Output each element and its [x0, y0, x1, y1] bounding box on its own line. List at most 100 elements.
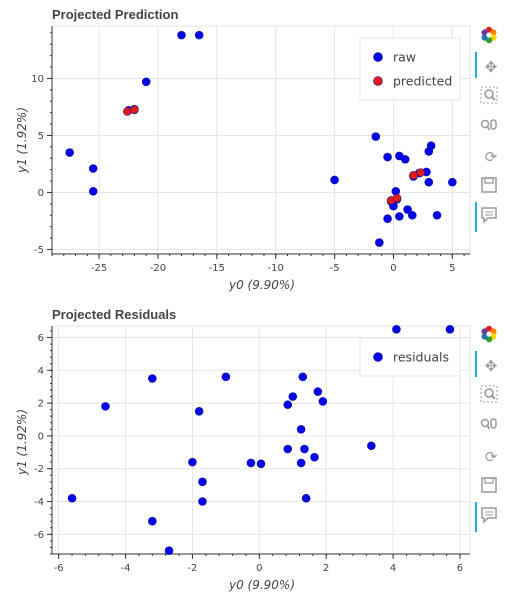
y-tick-label: -2: [34, 464, 44, 475]
residuals-point: [283, 444, 293, 454]
legend-label: raw: [393, 50, 416, 65]
raw-point: [375, 238, 384, 247]
prediction-axes: -25 -20 -15 -10 -5 0 5 -5 0 5 10: [31, 26, 470, 274]
raw-point: [424, 147, 434, 156]
y-tick-label: 2: [38, 399, 44, 410]
x-tick-label: 2: [323, 563, 329, 574]
raw-point: [177, 30, 186, 40]
residuals-point: [67, 493, 77, 503]
residuals-point: [445, 324, 455, 334]
x-tick-label: -5: [330, 263, 340, 274]
y-tick-label: -5: [34, 245, 44, 256]
prediction-plot-title: Projected Prediction: [52, 7, 178, 22]
residuals-plot-title: Projected Residuals: [52, 307, 176, 322]
residuals-axes: -6 -4 -2 0 2 4 6 -6 -4 -2 0 2 4 6: [34, 326, 470, 574]
y-tick-label: -6: [34, 530, 44, 541]
residuals-point: [296, 425, 306, 434]
raw-point: [403, 205, 412, 214]
raw-point: [432, 210, 442, 220]
x-tick-label: 4: [390, 563, 396, 574]
x-tick-label: 5: [449, 263, 455, 274]
pan-active-indicator: [475, 351, 477, 377]
save-icon[interactable]: [480, 476, 502, 498]
residuals-point: [246, 458, 256, 468]
residuals-point: [164, 546, 174, 556]
residuals-plot[interactable]: Projected Residuals -6 -4 -2 0 2 4 6 -6 -4 -2 0 2 4 6…: [15, 307, 471, 592]
y-tick-label: 10: [31, 74, 44, 85]
prediction-x-axis-label: y0 (9.90%): [228, 278, 295, 292]
residuals-point: [313, 387, 323, 396]
hover-active-indicator: [475, 202, 477, 232]
prediction-points: [65, 30, 457, 247]
wheel-zoom-icon[interactable]: [480, 415, 502, 437]
residuals-point: [148, 516, 157, 526]
residuals-point: [318, 397, 328, 406]
residuals-y-axis-label: y1 (1.92%): [15, 409, 29, 476]
prediction-y-axis-label: y1 (1.92%): [15, 107, 29, 174]
logo-icon[interactable]: [480, 26, 502, 48]
raw-point: [330, 175, 339, 185]
residuals-point: [221, 372, 231, 382]
legend-swatch: [373, 76, 383, 86]
y-tick-label: 4: [38, 366, 44, 377]
legend-label: residuals: [393, 350, 449, 365]
x-tick-label: -20: [150, 263, 166, 274]
x-tick-label: 0: [256, 563, 262, 574]
residuals-points: [67, 324, 455, 556]
residuals-point: [198, 477, 207, 487]
residuals-point: [188, 457, 197, 467]
raw-point: [395, 212, 404, 221]
predicted-point: [392, 193, 402, 203]
residuals-point: [300, 444, 309, 454]
raw-point: [194, 30, 204, 40]
raw-point: [371, 132, 381, 141]
residuals-point: [148, 374, 157, 383]
raw-point: [383, 214, 392, 223]
predicted-point: [130, 105, 139, 115]
wheel-zoom-icon[interactable]: [480, 116, 502, 138]
x-tick-label: -6: [54, 563, 64, 574]
x-tick-label: -25: [91, 263, 107, 274]
residuals-point: [194, 406, 204, 416]
pan-icon[interactable]: ✥: [484, 357, 498, 375]
predicted-point: [416, 168, 425, 177]
raw-point: [88, 164, 98, 173]
hover-icon[interactable]: [480, 206, 502, 228]
legend-swatch: [373, 352, 383, 362]
predicted-point: [123, 107, 132, 116]
box-zoom-icon[interactable]: [480, 86, 502, 108]
x-tick-label: 0: [390, 263, 396, 274]
residuals-point: [301, 493, 311, 503]
legend-label: predicted: [393, 74, 452, 89]
y-tick-label: 0: [38, 188, 44, 199]
residuals-point: [198, 497, 207, 506]
raw-point: [88, 187, 98, 196]
raw-point: [141, 77, 151, 87]
residuals-point: [298, 372, 308, 382]
reset-icon[interactable]: ⟳: [484, 148, 498, 166]
raw-point: [448, 177, 457, 187]
y-tick-label: 6: [38, 333, 44, 344]
raw-point: [408, 210, 417, 220]
legend-box: [359, 37, 461, 101]
logo-icon[interactable]: [480, 325, 502, 347]
residuals-point: [256, 459, 266, 469]
residuals-legend: residuals: [359, 337, 461, 377]
y-tick-label: 5: [38, 131, 44, 142]
raw-point: [65, 148, 74, 157]
hover-icon[interactable]: [480, 506, 502, 528]
residuals-point: [367, 441, 376, 451]
residuals-point: [101, 402, 110, 411]
pan-icon[interactable]: ✥: [484, 58, 498, 76]
x-tick-label: -2: [187, 563, 197, 574]
pan-active-indicator: [475, 52, 477, 78]
residuals-point: [296, 458, 306, 468]
legend-swatch: [373, 52, 383, 62]
raw-point: [424, 177, 434, 187]
prediction-plot[interactable]: Projected Prediction -25 -20 -15 -10 -5 0 5 -5 0…: [15, 7, 471, 292]
box-zoom-icon[interactable]: [480, 385, 502, 407]
reset-icon[interactable]: ⟳: [484, 448, 498, 466]
residuals-x-axis-label: y0 (9.90%): [228, 578, 295, 592]
save-icon[interactable]: [480, 176, 502, 198]
